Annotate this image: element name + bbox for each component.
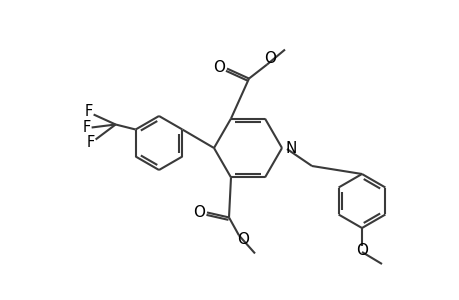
Text: O: O	[263, 51, 275, 66]
Text: N: N	[285, 140, 297, 155]
Text: O: O	[236, 232, 248, 247]
Text: O: O	[355, 244, 367, 259]
Text: O: O	[213, 60, 224, 75]
Text: F: F	[84, 104, 93, 119]
Text: F: F	[82, 120, 90, 135]
Text: O: O	[193, 205, 205, 220]
Text: F: F	[86, 135, 95, 150]
